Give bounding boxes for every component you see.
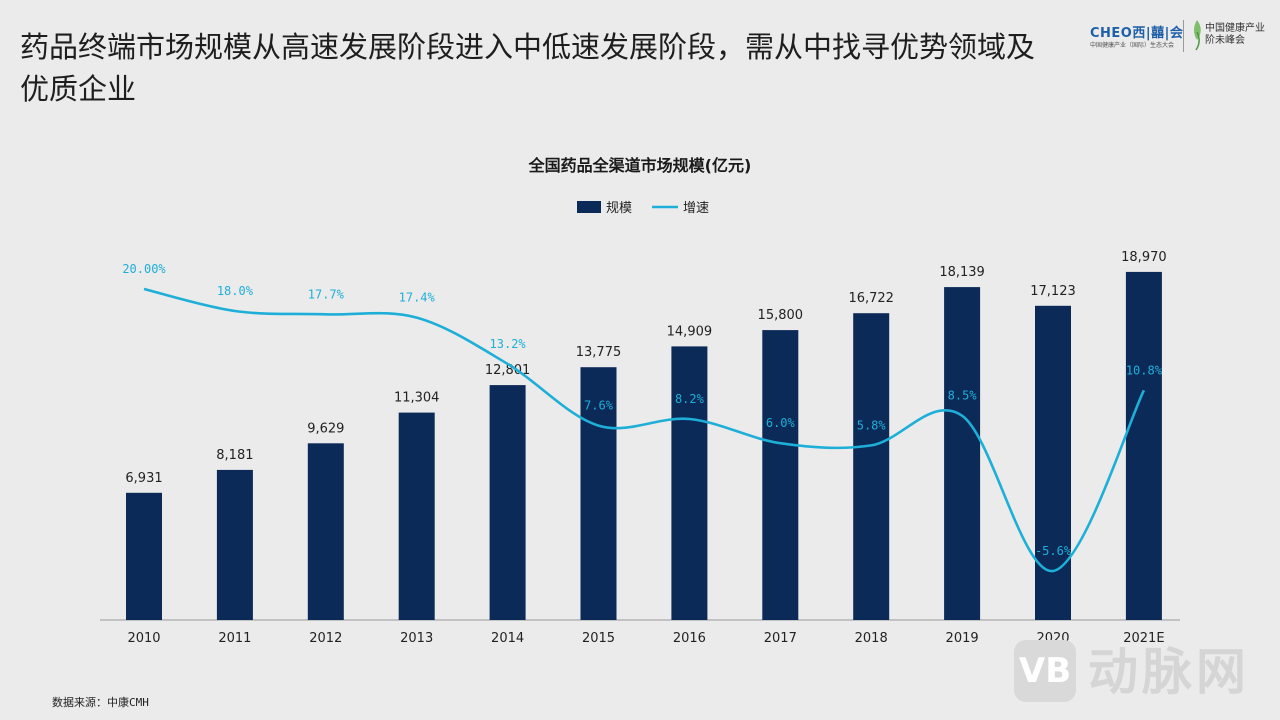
watermark-text: 动脉网 [1088, 643, 1250, 701]
logo-main-a: CHEO [1090, 26, 1133, 41]
logo-right-line2: 阶未峰会 [1205, 35, 1245, 46]
growth-value-label: 10.8% [1126, 363, 1163, 377]
bar-2011 [216, 469, 253, 620]
bar-value-label: 12,801 [485, 363, 531, 378]
x-tick-labels: 2010 2011 2012 2013 2014 2015 2016 2017 2018 2019… [127, 631, 1164, 646]
bar-value-label: 18,970 [1121, 250, 1167, 265]
legend-line-label: 增速 [683, 201, 709, 216]
bar-value-label: 18,139 [939, 265, 985, 280]
growth-value-label: 20.00% [122, 262, 166, 276]
bar-2020 [1035, 305, 1071, 620]
bar-value-label: 11,304 [394, 391, 440, 406]
bar-value-label: 17,123 [1030, 284, 1076, 299]
x-tick-label: 2019 [946, 631, 979, 646]
x-tick-label: 2016 [673, 631, 706, 646]
bar-value-label: 9,629 [307, 421, 344, 436]
bar-2010 [126, 492, 162, 620]
chart-title: 全国药品全渠道市场规模(亿元) [528, 156, 752, 175]
watermark: VB 动脉网 [1014, 640, 1264, 710]
logo-main-text: CHEO西|囍|会 [1090, 22, 1183, 41]
x-tick-label: 2018 [855, 631, 888, 646]
logo-divider [1183, 20, 1184, 52]
growth-value-label: 7.6% [584, 399, 614, 413]
bar-2019 [944, 287, 981, 620]
bar-value-label: 8,181 [216, 448, 253, 463]
x-tick-label: 2014 [491, 631, 524, 646]
bar-2012 [307, 443, 344, 620]
bar-series [126, 271, 1162, 620]
bar-value-label: 15,800 [758, 308, 804, 323]
growth-value-label: 5.8% [857, 418, 887, 432]
growth-value-label: 8.2% [675, 392, 705, 406]
bar-2018 [853, 313, 890, 620]
bar-2017 [762, 330, 799, 620]
logo-sub-text: 中国健康产业（国际）生态大会 [1090, 42, 1175, 49]
x-tick-label: 2013 [400, 631, 433, 646]
cheo-logo: CHEO西|囍|会 中国健康产业（国际）生态大会 中国健康产业 阶未峰会 [1090, 18, 1270, 58]
bar-2015 [580, 367, 617, 620]
growth-value-label: -5.6% [1035, 544, 1072, 558]
growth-line [143, 287, 1146, 573]
logo-right-text: 中国健康产业 阶未峰会 [1205, 23, 1265, 47]
growth-value-label: 8.5% [948, 389, 978, 403]
growth-value-label: 18.0% [217, 284, 254, 298]
bar-2014 [489, 385, 526, 620]
legend-bar-label: 规模 [606, 201, 632, 216]
x-tick-label: 2017 [764, 631, 797, 646]
growth-labels: 20.00% 18.0% 17.7% 17.4% 13.2% 7.6% 8.2% 6.0% 5.… [122, 262, 1162, 558]
x-tick-label: 2010 [127, 631, 160, 646]
x-tick-label: 2011 [218, 631, 251, 646]
growth-value-label: 17.4% [399, 291, 436, 305]
watermark-badge: VB [1014, 640, 1076, 702]
x-tick-label: 2015 [582, 631, 615, 646]
bar-labels: 6,931 8,181 9,629 11,304 12,801 13,775 14,909 1… [125, 250, 1166, 486]
logo-right-line1: 中国健康产业 [1205, 23, 1265, 34]
growth-value-label: 13.2% [490, 337, 527, 351]
leaf-icon [1194, 20, 1201, 51]
bar-value-label: 13,775 [576, 345, 622, 360]
bar-2016 [671, 346, 708, 620]
bar-value-label: 14,909 [667, 324, 713, 339]
chart-legend: 规模 增速 [577, 201, 709, 216]
bar-value-label: 6,931 [125, 471, 162, 486]
bar-value-label: 16,722 [848, 291, 894, 306]
page-title: 药品终端市场规模从高速发展阶段进入中低速发展阶段，需从中找寻优势领域及优质企业 [20, 30, 1036, 106]
x-tick-label: 2012 [309, 631, 342, 646]
x-tick-label: 2021E [1123, 631, 1164, 646]
bar-2021E [1125, 271, 1162, 620]
bar-2013 [398, 412, 435, 620]
growth-value-label: 17.7% [308, 287, 345, 301]
logo-main-b: 西|囍|会 [1132, 26, 1184, 41]
source-note: 数据来源：中康CMH [52, 696, 149, 709]
legend-bar-swatch [577, 201, 601, 213]
growth-value-label: 6.0% [766, 416, 796, 430]
